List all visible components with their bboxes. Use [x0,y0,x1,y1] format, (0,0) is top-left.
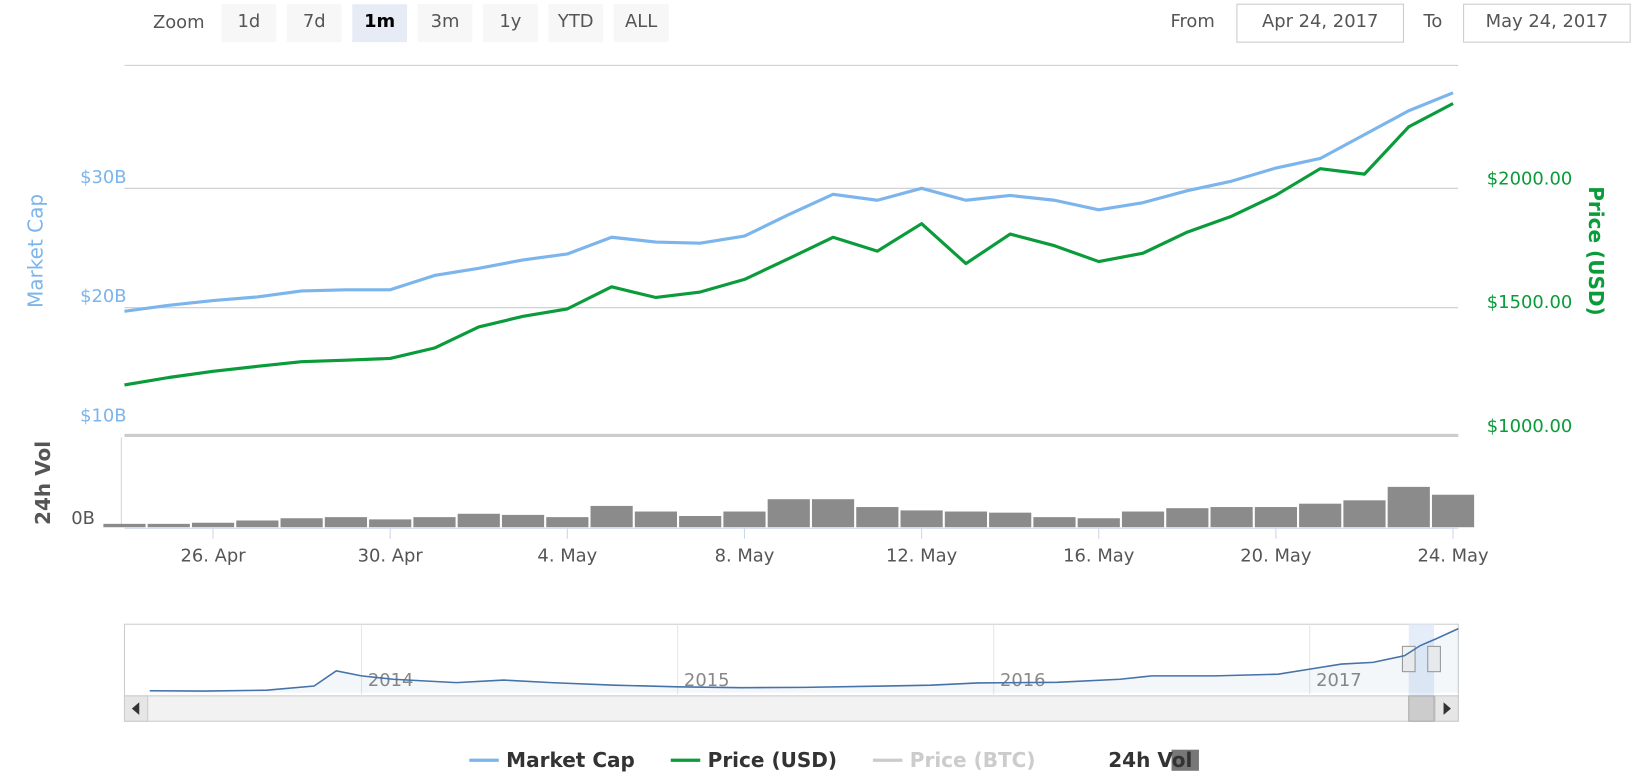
volume-bar [103,523,146,528]
x-tick-label: 20. May [1240,546,1312,567]
volume-bar [590,505,633,528]
series-line [124,91,1454,313]
volume-bar [900,510,943,528]
navigator-area [149,628,1459,693]
volume-tick-label: 0B [71,508,95,529]
navigator-line [149,627,1459,692]
volume-bar [944,511,987,528]
volume-bar [989,512,1032,528]
to-value[interactable]: May 24, 2017 [1486,11,1608,32]
navigator-tick-label: 2015 [684,670,730,691]
zoom-button-label[interactable]: 1m [364,11,395,32]
volume-bar [1387,486,1430,528]
x-tick-label: 8. May [715,546,775,567]
arrow-left [131,702,140,715]
volume-bar [1210,507,1253,528]
volume-bar [1166,508,1209,528]
y-tick-label: $20B [80,286,126,307]
zoom-button-label[interactable]: ALL [625,11,657,32]
zoom-button[interactable] [482,4,538,43]
volume-bar [501,514,545,528]
navigator-handle[interactable] [1401,645,1416,673]
series-line [124,102,1454,387]
zoom-label: Zoom [153,12,205,33]
to-label: To [1423,11,1443,32]
volume-bar [147,523,190,528]
x-tick-label: 26. Apr [180,546,246,567]
volume-bar [236,520,279,528]
volume-bar [1299,503,1342,528]
y-tick-label: $30B [80,167,126,188]
zoom-button-label[interactable]: YTD [557,11,594,32]
legend-item[interactable]: Market Cap [506,748,635,772]
to-input[interactable] [1463,3,1631,43]
volume-bar [324,517,367,528]
arrow-right [1443,702,1451,715]
y2-axis-title: Price (USD) [1584,186,1608,315]
volume-bar [546,517,589,528]
volume-bar [811,499,855,528]
from-input[interactable] [1236,3,1405,43]
navigator-tick-label: 2014 [368,670,414,691]
legend-symbol [1171,749,1199,771]
zoom-button-label[interactable]: 1d [238,11,261,32]
x-tick-label: 12. May [886,546,958,567]
legend-item[interactable]: Price (BTC) [910,748,1036,772]
navigator-tick-label: 2017 [1316,670,1362,691]
y2-tick-label: $1500.00 [1487,292,1572,313]
volume-bar [634,511,677,528]
from-value[interactable]: Apr 24, 2017 [1262,11,1378,32]
x-tick-label: 24. May [1417,546,1489,567]
volume-bar [369,519,412,528]
volume-bar [723,511,766,528]
from-label: From [1170,11,1214,32]
x-tick-label: 4. May [537,546,597,567]
zoom-button[interactable] [221,4,277,43]
volume-bar [1431,494,1475,528]
navigator-handle[interactable] [1427,645,1441,673]
zoom-button[interactable] [417,4,473,43]
zoom-button[interactable] [613,4,669,43]
volume-bar [1077,518,1120,528]
volume-bar [413,517,456,528]
y-tick-label: $10B [80,405,126,426]
volume-bar [856,507,899,528]
volume-bar [1254,507,1297,528]
legend-item[interactable]: Price (USD) [708,748,837,772]
zoom-button[interactable] [286,4,342,43]
legend-item[interactable]: 24h Vol [1108,748,1192,772]
volume-axis-title: 24h Vol [31,441,55,525]
volume-bar [280,518,323,528]
zoom-button-label[interactable]: 7d [303,11,326,32]
zoom-button[interactable] [548,4,604,43]
zoom-button-label[interactable]: 3m [431,11,460,32]
scroll-thumb[interactable] [1408,695,1435,722]
volume-bar [191,522,235,528]
volume-bar [679,516,722,528]
zoom-button[interactable] [352,4,408,43]
legend: Market Cap Price (USD) Price (BTC) 24h Vol [469,748,1199,772]
x-tick-label: 16. May [1063,546,1135,567]
y2-tick-label: $1000.00 [1487,416,1572,437]
volume-bar [1343,500,1386,528]
scrollbar[interactable] [123,695,1459,722]
volume-bar [767,499,810,528]
y2-tick-label: $2000.00 [1487,168,1572,189]
y-axis-title: Market Cap [23,194,47,308]
range-selector: Zoom From Apr 24, 2017 To May 24, 2017 1… [153,3,1631,43]
volume-bar [1033,517,1076,528]
volume-bar [1121,511,1165,528]
x-tick-label: 30. Apr [358,546,424,567]
zoom-button-label[interactable]: 1y [499,11,521,32]
volume-bar [457,513,500,528]
navigator-tick-label: 2016 [1000,670,1046,691]
